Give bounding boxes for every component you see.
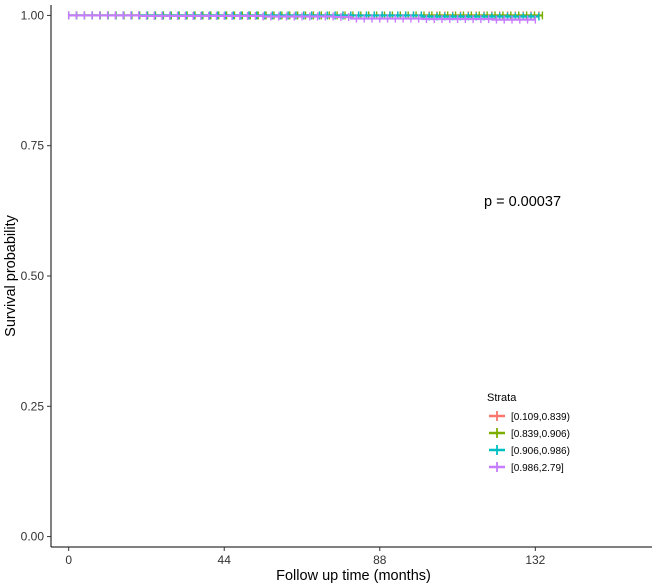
legend-label: [0.839,0.906) bbox=[511, 429, 570, 440]
legend-item: [0.109,0.839) bbox=[489, 411, 570, 423]
legend-label: [0.109,0.839) bbox=[511, 412, 570, 423]
series-4 bbox=[67, 11, 537, 24]
y-tick-label: 0.50 bbox=[21, 269, 45, 283]
legend-title: Strata bbox=[487, 392, 517, 404]
x-tick-label: 132 bbox=[525, 553, 545, 567]
y-tick-label: 0.00 bbox=[21, 530, 45, 544]
legend-label: [0.986,2.79] bbox=[511, 463, 564, 474]
x-tick-label: 44 bbox=[218, 553, 232, 567]
p-value-annotation: p = 0.00037 bbox=[484, 194, 561, 210]
plot-area bbox=[67, 11, 544, 24]
y-tick-label: 1.00 bbox=[21, 8, 45, 22]
x-axis-title: Follow up time (months) bbox=[276, 568, 431, 584]
y-axis-title: Survival probability bbox=[3, 214, 19, 336]
y-axis-ticks: 0.00 0.25 0.50 0.75 1.00 bbox=[21, 8, 51, 544]
legend-item: [0.839,0.906) bbox=[489, 428, 570, 440]
y-tick-label: 0.75 bbox=[21, 139, 45, 153]
x-tick-label: 0 bbox=[65, 553, 72, 567]
legend: Strata [0.109,0.839) [0.839,0.906) [0.906,… bbox=[487, 392, 570, 474]
x-axis-ticks: 0 44 88 132 bbox=[65, 547, 546, 567]
legend-label: [0.906,0.986) bbox=[511, 446, 570, 457]
series-line bbox=[68, 14, 536, 21]
legend-item: [0.986,2.79] bbox=[489, 462, 564, 474]
legend-items: [0.109,0.839) [0.839,0.906) [0.906,0.986) [… bbox=[489, 411, 570, 474]
legend-item: [0.906,0.986) bbox=[489, 445, 570, 457]
y-tick-label: 0.25 bbox=[21, 399, 45, 413]
series-layer bbox=[67, 11, 544, 24]
x-tick-label: 88 bbox=[373, 553, 387, 567]
